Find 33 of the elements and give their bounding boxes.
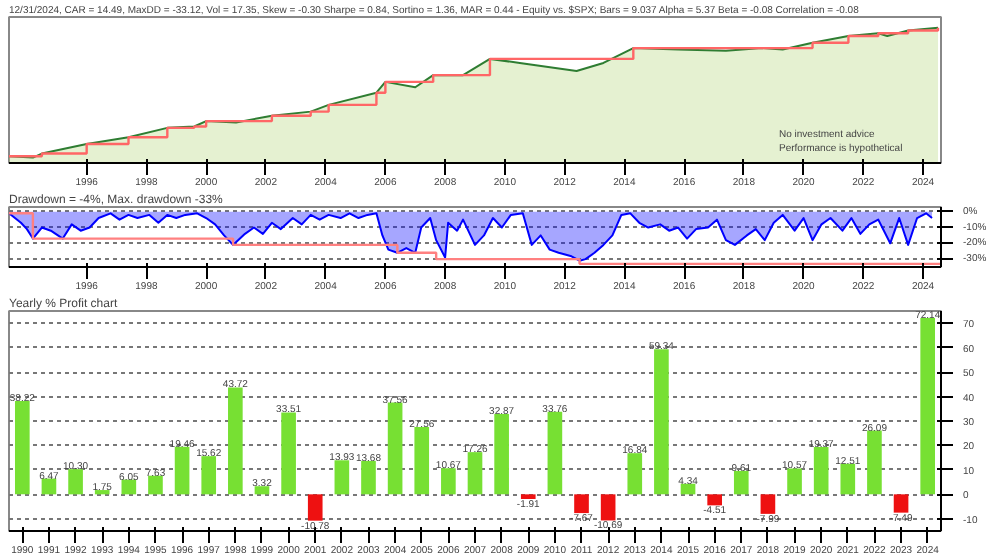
bar bbox=[920, 317, 936, 495]
bar bbox=[840, 463, 856, 495]
bar bbox=[680, 483, 696, 495]
bar bbox=[574, 494, 589, 514]
bar bbox=[414, 426, 430, 495]
bar bbox=[627, 453, 643, 495]
bar bbox=[494, 413, 509, 495]
bar bbox=[41, 478, 57, 495]
bar bbox=[787, 468, 802, 495]
bar bbox=[547, 411, 563, 495]
bar bbox=[174, 446, 190, 495]
bar bbox=[307, 494, 323, 521]
bar bbox=[733, 470, 749, 495]
bar bbox=[201, 456, 217, 495]
bar bbox=[68, 469, 83, 495]
bar bbox=[121, 479, 137, 495]
bar bbox=[281, 412, 296, 495]
bar bbox=[760, 494, 776, 514]
bar bbox=[228, 387, 243, 495]
bar bbox=[14, 400, 30, 495]
bar bbox=[600, 494, 616, 521]
bar bbox=[893, 494, 909, 513]
bar bbox=[361, 460, 376, 495]
bar bbox=[707, 494, 722, 506]
bar bbox=[441, 468, 456, 495]
bar bbox=[334, 460, 350, 495]
bar bbox=[387, 402, 403, 495]
bar bbox=[254, 486, 270, 495]
bar bbox=[813, 446, 829, 495]
bar bbox=[148, 475, 163, 495]
bar bbox=[654, 349, 669, 495]
bar bbox=[867, 430, 882, 495]
bar bbox=[467, 452, 483, 495]
